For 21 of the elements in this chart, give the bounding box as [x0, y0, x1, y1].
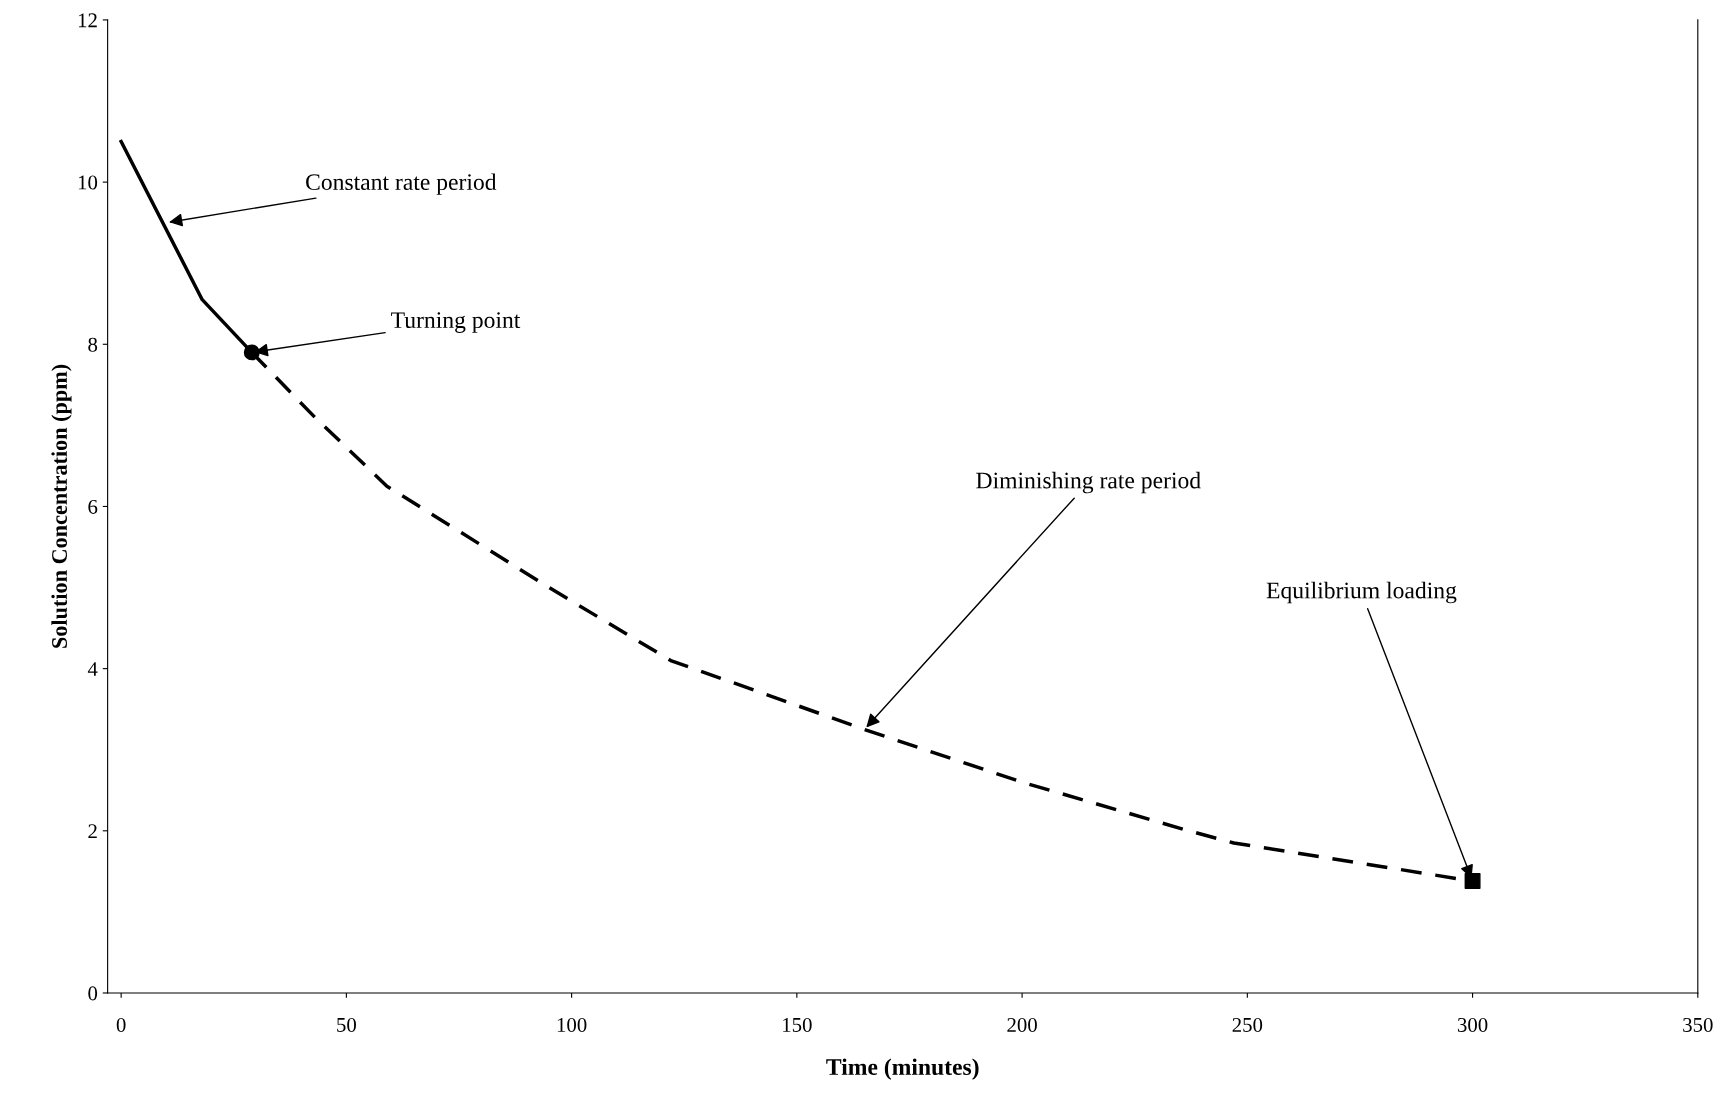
- x-tick-label: 250: [1232, 1017, 1263, 1032]
- y-tick-label: 8: [88, 337, 98, 352]
- annotation: Turning point: [391, 312, 521, 333]
- x-axis-title: Time (minutes): [826, 1058, 979, 1080]
- x-tick-label: 300: [1457, 1017, 1488, 1032]
- y-tick-label: 2: [88, 824, 97, 839]
- x-tick-label: 50: [337, 1017, 357, 1032]
- annotation: Constant rate period: [306, 173, 497, 195]
- x-tick-label: 100: [557, 1017, 587, 1032]
- y-axis-title: Solution Concentration (ppm): [51, 364, 72, 648]
- y-tick-label: 6: [88, 499, 98, 514]
- x-tick-label: 350: [1683, 1017, 1713, 1032]
- y-tick-label: 10: [78, 175, 98, 190]
- x-tick-label: 150: [783, 1017, 812, 1032]
- y-tick-label: 0: [88, 986, 98, 1001]
- y-tick-label: 4: [87, 662, 98, 676]
- x-tick-label: 0: [116, 1017, 126, 1032]
- y-tick-label: 12: [78, 13, 97, 28]
- annotation: Equilibrium loading: [1266, 581, 1457, 604]
- annotation: Diminishing rate period: [976, 471, 1201, 494]
- x-tick-label: 200: [1007, 1017, 1037, 1032]
